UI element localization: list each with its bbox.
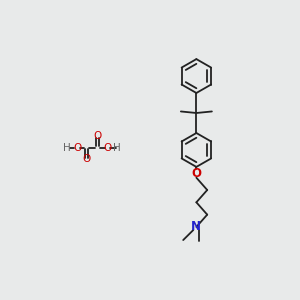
Text: O: O	[73, 143, 81, 153]
Text: N: N	[191, 220, 201, 233]
Text: O: O	[93, 131, 101, 141]
Text: O: O	[191, 167, 201, 180]
Text: O: O	[103, 143, 111, 153]
Text: O: O	[82, 154, 91, 164]
Text: H: H	[113, 143, 121, 153]
Text: H: H	[63, 143, 71, 153]
